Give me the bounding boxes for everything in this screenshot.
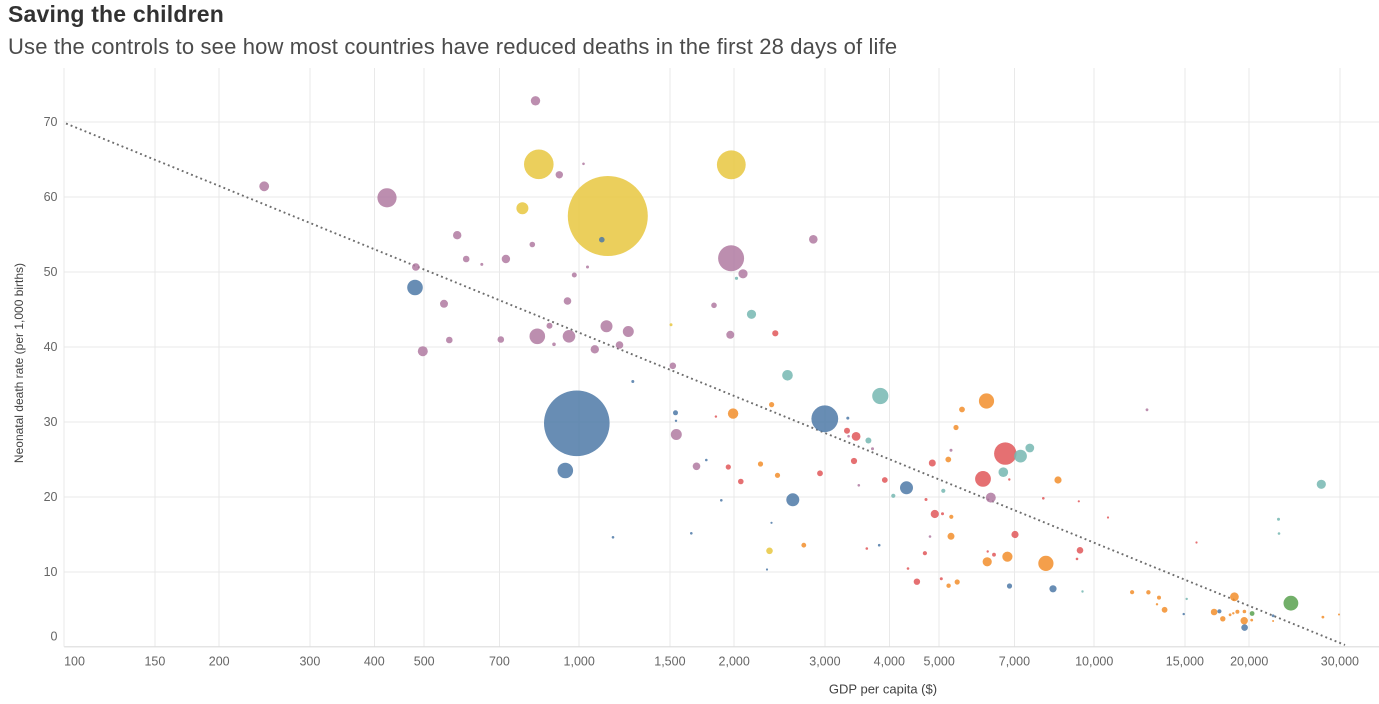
svg-text:1,500: 1,500 — [654, 655, 685, 669]
svg-text:0: 0 — [51, 630, 58, 644]
svg-text:1,000: 1,000 — [564, 655, 595, 669]
svg-text:5,000: 5,000 — [924, 655, 955, 669]
svg-text:15,000: 15,000 — [1166, 655, 1204, 669]
svg-text:200: 200 — [209, 655, 230, 669]
svg-text:700: 700 — [489, 655, 510, 669]
svg-text:10,000: 10,000 — [1075, 655, 1113, 669]
svg-text:150: 150 — [144, 655, 165, 669]
svg-text:2,000: 2,000 — [719, 655, 750, 669]
svg-text:50: 50 — [44, 265, 58, 279]
svg-text:3,000: 3,000 — [809, 655, 840, 669]
svg-text:20,000: 20,000 — [1230, 655, 1268, 669]
svg-text:7,000: 7,000 — [999, 655, 1030, 669]
svg-text:70: 70 — [44, 115, 58, 129]
svg-text:20: 20 — [44, 490, 58, 504]
svg-text:60: 60 — [44, 190, 58, 204]
svg-text:10: 10 — [44, 565, 58, 579]
svg-text:Neonatal death rate (per 1,000: Neonatal death rate (per 1,000 births) — [12, 263, 26, 463]
svg-text:100: 100 — [64, 655, 85, 669]
svg-text:4,000: 4,000 — [874, 655, 905, 669]
svg-text:40: 40 — [44, 340, 58, 354]
svg-text:30: 30 — [44, 415, 58, 429]
svg-text:500: 500 — [414, 655, 435, 669]
svg-text:400: 400 — [364, 655, 385, 669]
svg-text:30,000: 30,000 — [1321, 655, 1359, 669]
svg-text:GDP per capita ($): GDP per capita ($) — [829, 682, 937, 697]
svg-text:300: 300 — [299, 655, 320, 669]
